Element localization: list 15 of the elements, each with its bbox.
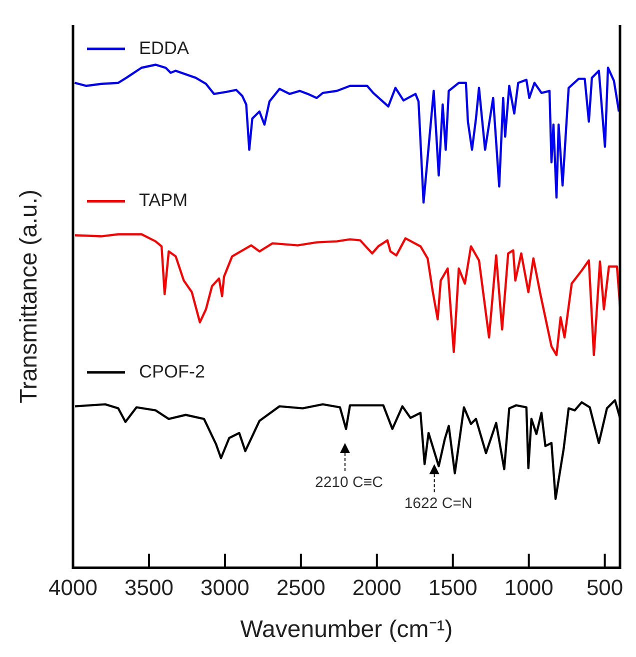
x-tick-label: 1500	[428, 575, 478, 600]
x-axis-title: Wavenumber (cm⁻¹)	[240, 616, 453, 644]
x-tick-label: 2500	[276, 575, 326, 600]
annotation: 1622 C=N	[404, 495, 472, 512]
x-tick-label: 1000	[504, 575, 554, 600]
x-tick-label: 3000	[200, 575, 250, 600]
legend-label: CPOF-2	[139, 361, 206, 382]
x-tick-label: 500	[586, 575, 624, 600]
legend-label: TAPM	[139, 190, 188, 210]
legend-label: EDDA	[139, 38, 190, 58]
x-tick-label: 2000	[352, 575, 402, 600]
annotation: 2210 C≡C	[314, 474, 384, 491]
x-tick-label: 4000	[48, 575, 98, 600]
x-tick-label: 3500	[124, 575, 174, 600]
y-axis-title: Transmittance (a.u.)	[16, 189, 43, 404]
